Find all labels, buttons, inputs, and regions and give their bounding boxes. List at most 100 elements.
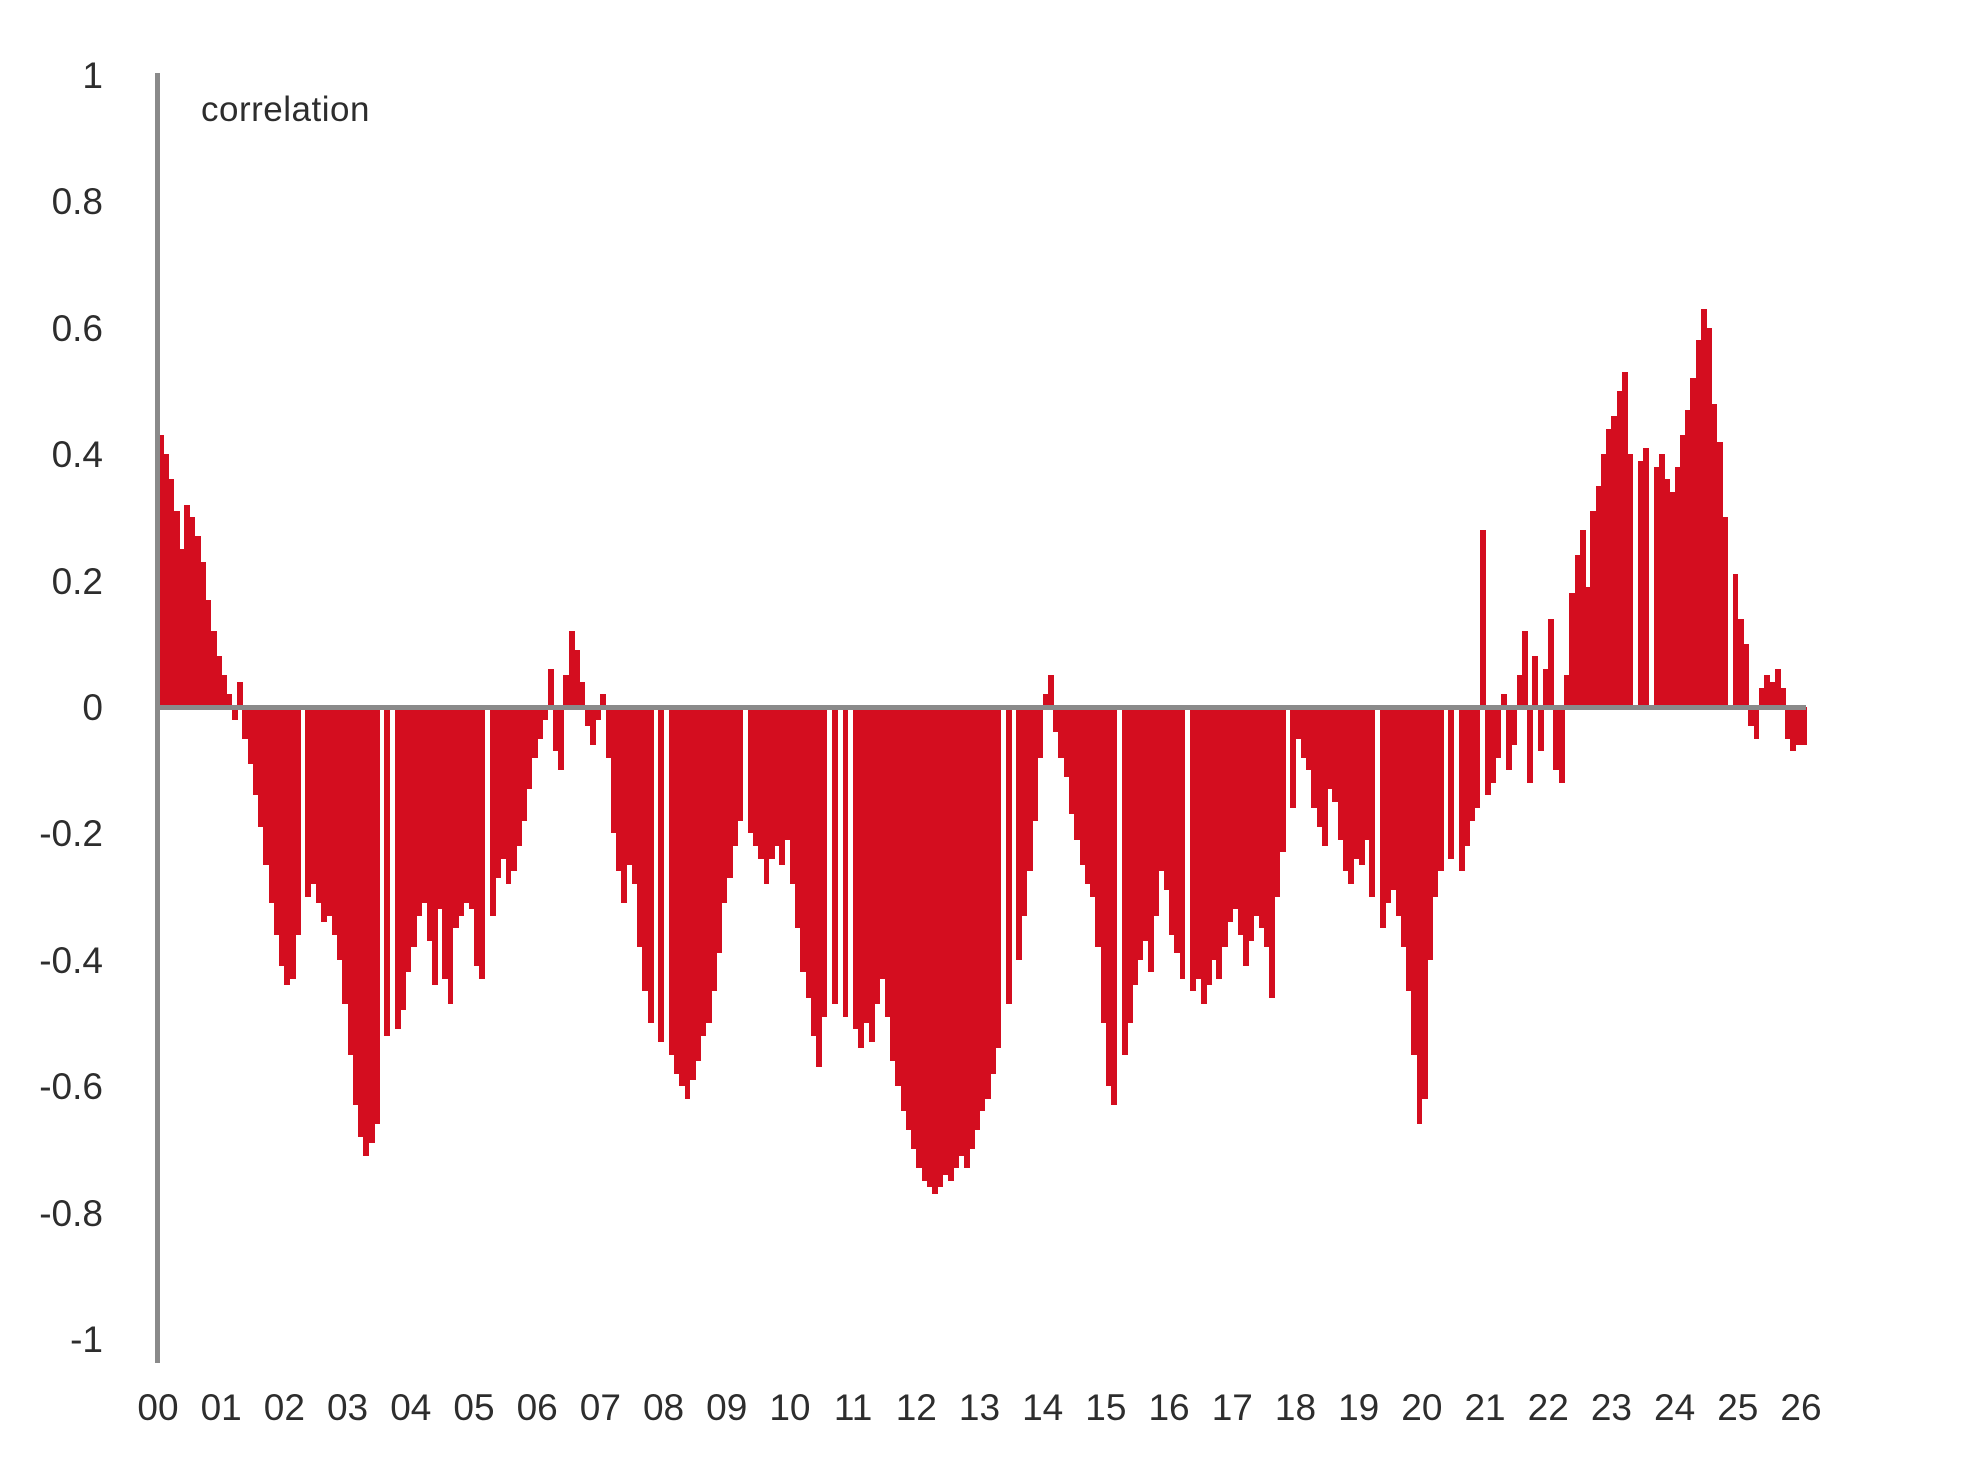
bar [616, 707, 622, 872]
bar [1621, 372, 1628, 707]
bar [542, 707, 549, 720]
bar [1553, 707, 1560, 771]
bar [1679, 435, 1686, 707]
y-tick-label: -0.2 [39, 813, 103, 855]
bar [1569, 593, 1576, 707]
bar [289, 707, 296, 979]
bar [473, 707, 480, 967]
bar [437, 707, 443, 910]
bar [1158, 707, 1165, 872]
bar [674, 707, 680, 1074]
bar [1279, 707, 1286, 853]
bar [805, 707, 812, 998]
bar [747, 707, 754, 834]
bar [1237, 707, 1244, 935]
bar [479, 707, 486, 979]
bar [279, 707, 285, 967]
bar [205, 599, 212, 707]
bar [1342, 707, 1349, 872]
bar [911, 707, 917, 1150]
bar [1395, 707, 1402, 916]
bar [1248, 707, 1254, 941]
bar [1722, 517, 1728, 707]
bar [1363, 707, 1370, 840]
bar [716, 707, 723, 954]
x-tick-label: 05 [453, 1387, 495, 1428]
bar [405, 707, 412, 973]
x-tick-label: 12 [895, 1387, 937, 1428]
bar [1227, 707, 1233, 922]
bar [1564, 675, 1570, 707]
bar [1774, 669, 1781, 707]
bar [1311, 707, 1318, 809]
bar [1084, 707, 1091, 884]
bar [1353, 707, 1360, 859]
bar [1416, 707, 1423, 1125]
bar [1406, 707, 1412, 992]
bar [1495, 707, 1502, 758]
bar [916, 707, 923, 1169]
bar [1658, 454, 1665, 707]
bar [431, 707, 438, 986]
bar [252, 707, 259, 796]
bar [247, 707, 254, 764]
bar [926, 707, 933, 1188]
bar [1737, 618, 1744, 707]
x-tick-label: 07 [579, 1387, 621, 1428]
bar [226, 694, 233, 707]
bar [1616, 391, 1623, 707]
bar [1348, 707, 1354, 884]
bar [1079, 707, 1086, 865]
bar [626, 707, 633, 865]
bar [758, 707, 765, 859]
bar [294, 707, 301, 935]
bar [1269, 707, 1275, 998]
bar [874, 707, 881, 1005]
x-tick-label: 03 [326, 1387, 369, 1428]
bar [942, 707, 949, 1175]
bar [1458, 707, 1465, 872]
bar [158, 435, 164, 707]
bar [1669, 492, 1676, 707]
bar [531, 707, 538, 758]
y-tick-label: -1 [70, 1319, 103, 1360]
bar [658, 707, 665, 1042]
bar [1211, 707, 1218, 960]
bar [1111, 707, 1117, 1106]
bar [215, 656, 222, 707]
bar [1611, 416, 1618, 707]
bar [505, 707, 512, 884]
bar [1511, 707, 1518, 745]
bar [1290, 707, 1297, 809]
bar [1195, 707, 1202, 979]
bar [373, 707, 380, 1125]
x-tick-label: 14 [1022, 1387, 1064, 1428]
bar [1574, 555, 1581, 707]
bar [800, 707, 807, 973]
bar [853, 707, 859, 1030]
bar [347, 707, 354, 1055]
y-tick-label: 0.6 [51, 307, 103, 349]
bar [168, 479, 175, 707]
bar [463, 707, 470, 903]
bar [547, 669, 554, 707]
x-tick-label: 26 [1780, 1387, 1822, 1428]
bar [510, 707, 517, 872]
bar [1005, 707, 1012, 1005]
zero-baseline [155, 705, 1806, 710]
bar [1585, 586, 1591, 707]
bar [563, 675, 570, 707]
bar [1695, 340, 1702, 707]
x-tick-label: 21 [1464, 1387, 1506, 1428]
bar [889, 707, 896, 1061]
bar [1485, 707, 1491, 796]
bar [1063, 707, 1070, 777]
bar [1521, 631, 1528, 707]
bar [1674, 466, 1681, 707]
bar [210, 631, 217, 707]
bar [1579, 530, 1586, 707]
bar [1700, 308, 1707, 707]
bar [331, 707, 338, 935]
bar [1300, 707, 1307, 758]
bar [163, 454, 170, 707]
